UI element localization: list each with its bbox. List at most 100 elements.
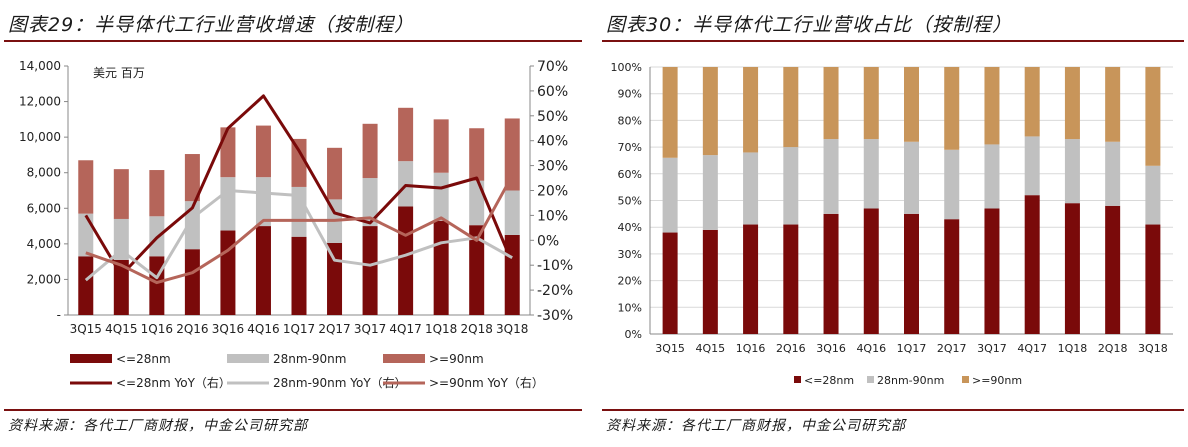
y-tick-label: 8,000 [27, 166, 61, 180]
bar-segment [362, 178, 378, 227]
bar-segment [944, 149, 960, 220]
y-tick-label: 70% [618, 141, 642, 154]
bar-segment [184, 249, 200, 315]
bar-segment [504, 118, 520, 191]
x-tick-label: 2Q18 [461, 322, 493, 336]
x-tick-label: 1Q16 [736, 342, 766, 355]
bar-segment [291, 236, 307, 315]
x-tick-label: 2Q16 [176, 322, 208, 336]
bar-segment [398, 107, 414, 162]
y-tick-label: 50% [618, 195, 642, 208]
y-tick-label: 6,000 [27, 201, 61, 215]
legend-label: >=90nm [972, 374, 1022, 387]
x-tick-label: 3Q15 [70, 322, 102, 336]
left-source-note: 资料来源：各代工厂商财报，中金公司研究部 [8, 418, 308, 434]
bar-segment [743, 224, 759, 334]
right-source-note: 资料来源：各代工厂商财报，中金公司研究部 [606, 418, 906, 434]
bar-segment [1105, 141, 1121, 206]
bar-segment [944, 67, 960, 150]
bar-segment [255, 226, 271, 315]
y-tick-label: - [57, 308, 61, 322]
bar-segment [743, 152, 759, 225]
bar-segment [220, 177, 236, 231]
bar-segment [863, 139, 879, 209]
left-title-rule [4, 40, 582, 42]
bar-segment [78, 256, 94, 315]
bar-segment [984, 144, 1000, 209]
y2-tick-label: -20% [537, 283, 573, 299]
x-tick-label: 1Q17 [283, 322, 315, 336]
x-tick-label: 4Q17 [1017, 342, 1047, 355]
right-figure-panel: 图表30：半导体代工行业营收占比（按制程） 0% 10% 20% 30% 40% 50% 6… [598, 0, 1188, 447]
bar-segment [362, 226, 378, 315]
bar-segment [904, 141, 919, 214]
y-tick-label: 30% [618, 248, 642, 261]
y-tick-label: 100% [611, 61, 642, 74]
bar-segment [1145, 165, 1161, 225]
x-tick-label: 3Q16 [816, 342, 846, 355]
bar-segment [702, 155, 718, 230]
bar-segment [433, 172, 449, 221]
x-tick-label: 2Q16 [776, 342, 806, 355]
bar-segment [662, 67, 678, 158]
y-tick-label: 10,000 [19, 130, 61, 144]
bar-segment [944, 219, 960, 334]
x-tick-label: 3Q15 [655, 342, 685, 355]
bar-segment [823, 213, 839, 334]
left-figure-title: 图表29：半导体代工行业营收增速（按制程） [8, 14, 415, 36]
legend-label: 28nm-90nm YoY（右） [273, 375, 407, 390]
bar-segment [863, 208, 879, 334]
bar-segment [783, 224, 799, 334]
bar-segment [783, 147, 799, 225]
y2-tick-label: 60% [537, 84, 568, 100]
bar-segment [1145, 224, 1161, 334]
legend-swatch [794, 376, 801, 383]
bar-segment [1064, 67, 1080, 140]
x-tick-label: 3Q18 [496, 322, 528, 336]
legend-label: <=28nm [804, 374, 854, 387]
bar-segment [291, 138, 307, 187]
bar-segment [743, 67, 759, 153]
yoy-line [84, 189, 513, 282]
y2-tick-label: -30% [537, 308, 573, 324]
bar-segment [327, 147, 343, 200]
right-figure-title: 图表30：半导体代工行业营收占比（按制程） [606, 14, 1013, 36]
y-tick-label: 12,000 [19, 95, 61, 109]
yoy-line [85, 174, 514, 285]
x-tick-label: 3Q17 [354, 322, 386, 336]
bar-segment [904, 213, 919, 334]
left-source-rule [4, 409, 582, 411]
bar-segment [1064, 139, 1080, 204]
bar-segment [823, 139, 839, 214]
bar-segment [783, 67, 799, 148]
bar-segment [662, 232, 678, 334]
legend-label: >=90nm [429, 352, 484, 366]
x-tick-label: 4Q17 [389, 322, 421, 336]
bar-segment [113, 259, 129, 315]
x-tick-label: 4Q16 [856, 342, 886, 355]
bar-segment [823, 67, 839, 140]
y2-tick-label: 30% [537, 159, 568, 175]
left-figure-panel: 图表29：半导体代工行业营收增速（按制程） - 2,000 4,000 6,000 8,… [0, 0, 586, 447]
bar-segment [255, 125, 271, 178]
bar-segment [1024, 195, 1040, 334]
legend-swatch [867, 376, 874, 383]
y2-tick-label: 20% [537, 184, 568, 200]
x-tick-label: 3Q18 [1138, 342, 1168, 355]
y2-tick-label: 0% [537, 233, 559, 249]
x-tick-label: 4Q15 [105, 322, 137, 336]
legend-label: <=28nm YoY（右） [116, 375, 231, 390]
right-source-rule [602, 409, 1184, 411]
y-tick-label: 80% [618, 114, 642, 127]
bar-segment [1105, 67, 1121, 142]
x-tick-label: 4Q16 [247, 322, 279, 336]
bar-segment [433, 119, 449, 173]
bar-segment [78, 160, 94, 214]
x-tick-label: 4Q15 [696, 342, 726, 355]
bar-segment [984, 208, 1000, 334]
y-tick-label: 20% [618, 275, 642, 288]
bar-segment [702, 229, 718, 334]
bar-segment [255, 177, 271, 227]
y-tick-label: 10% [618, 301, 642, 314]
x-tick-label: 1Q18 [1058, 342, 1088, 355]
